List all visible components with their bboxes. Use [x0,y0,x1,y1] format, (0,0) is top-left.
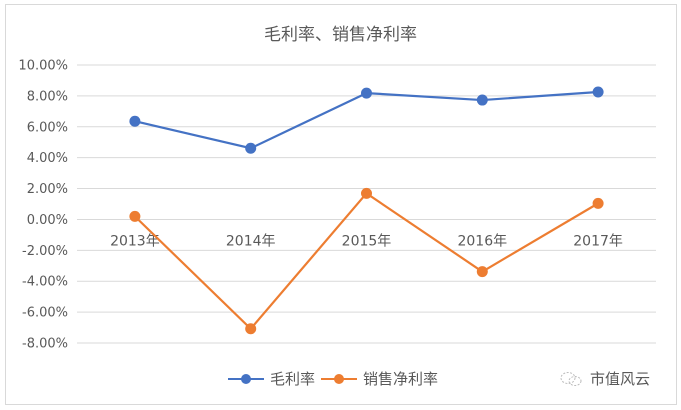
x-tick-label: 2016年 [457,233,507,249]
y-tick-label: 0.00% [27,213,68,228]
x-tick-label: 2013年 [110,233,160,249]
data-point [592,86,604,98]
y-tick-label: 10.00% [18,59,68,74]
data-point [592,197,604,209]
y-tick-label: -4.00% [22,275,68,290]
chart-frame [5,4,677,405]
line-marker-icon [321,373,358,385]
legend: 毛利率 销售净利率 [228,368,444,389]
data-point [129,210,141,222]
x-tick-label: 2015年 [342,233,392,249]
data-point [476,94,488,106]
x-tick-label: 2017年 [573,233,623,249]
y-tick-label: 8.00% [27,89,68,104]
watermark: 市值风云 [560,368,650,389]
y-tick-label: -6.00% [22,306,68,321]
watermark-text: 市值风云 [590,370,651,388]
y-tick-label: -2.00% [22,244,68,259]
data-point [476,266,488,278]
line-marker-icon [228,373,264,385]
series-line [134,90,599,150]
y-tick-label: -8.00% [22,337,68,352]
data-point [245,323,257,335]
legend-label: 销售净利率 [363,370,439,388]
x-tick-label: 2014年 [226,233,276,249]
data-point [245,142,257,154]
legend-item-gross-margin[interactable]: 毛利率 [228,368,315,389]
legend-label: 毛利率 [270,370,316,388]
y-tick-label: 4.00% [27,151,68,166]
chart-title: 毛利率、销售净利率 [264,25,417,45]
wechat-icon [560,371,582,386]
legend-item-net-margin[interactable]: 销售净利率 [321,368,438,389]
data-point [129,115,141,127]
y-tick-label: 6.00% [27,120,68,135]
y-tick-label: 2.00% [27,182,68,197]
data-point [361,187,372,199]
series-line [134,191,599,331]
data-point [361,87,372,99]
